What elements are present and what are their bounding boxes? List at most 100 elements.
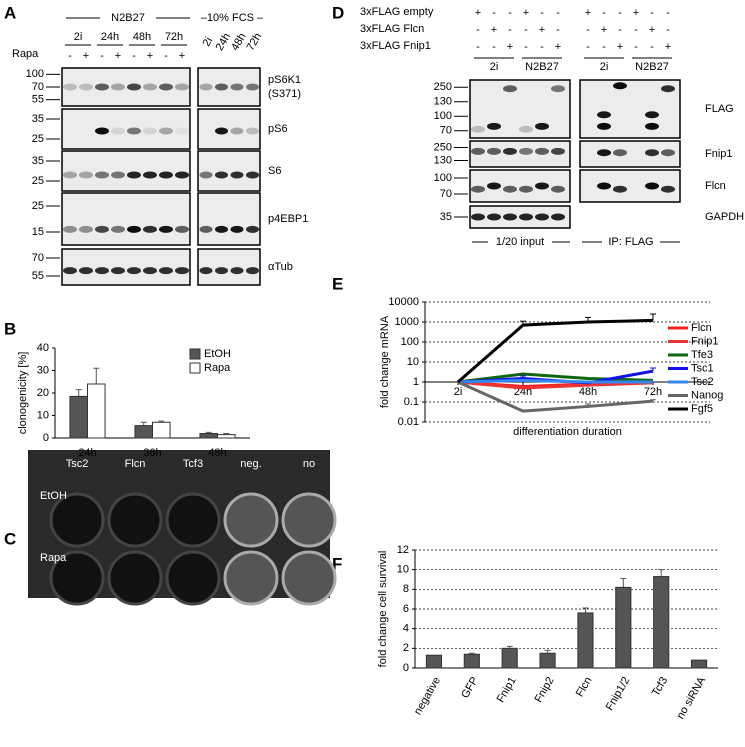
panel-label: C [4, 529, 16, 548]
band [503, 85, 517, 93]
y-tick-label: 12 [397, 544, 409, 556]
band [215, 225, 228, 233]
blot-label: S6 [268, 165, 281, 177]
legend-label: Flcn [691, 322, 712, 334]
sign: + [555, 41, 561, 53]
sign: - [100, 50, 104, 62]
blot-label: pS6K1 [268, 74, 301, 86]
band [79, 225, 93, 233]
construct: 3xFLAG Fnip1 [360, 40, 431, 52]
sign: - [524, 41, 528, 53]
well [223, 550, 279, 606]
timepoint: 24h [214, 31, 234, 53]
sign: + [83, 50, 89, 62]
band [503, 185, 517, 193]
row-label: Rapa [12, 48, 39, 60]
plate-column: Tcf3 [183, 458, 203, 470]
sign: - [476, 24, 480, 36]
band [661, 149, 675, 157]
group-label: N2B27 [111, 12, 145, 24]
band [535, 147, 549, 155]
y-tick-label: 4 [403, 623, 409, 635]
well [107, 550, 163, 606]
well [281, 492, 337, 548]
bar [69, 395, 88, 439]
sign: - [602, 41, 606, 53]
band [159, 127, 173, 135]
construct: 3xFLAG empty [360, 6, 434, 18]
band [551, 185, 565, 193]
y-tick-label: 10 [407, 356, 419, 368]
band [79, 83, 93, 91]
band [175, 127, 189, 135]
band [63, 83, 77, 91]
band [79, 267, 93, 275]
sign: - [164, 50, 168, 62]
bar [463, 653, 480, 669]
sign: - [634, 41, 638, 53]
band [519, 213, 533, 221]
blot-label: (S371) [268, 88, 301, 100]
band [215, 267, 228, 275]
band [503, 147, 517, 155]
mw-marker: 35 [32, 155, 44, 167]
x-tick-label: 36h [143, 447, 161, 459]
band [127, 267, 141, 275]
sign: - [666, 24, 670, 36]
band [645, 111, 659, 119]
mw-marker: 130 [434, 96, 452, 108]
band [519, 147, 533, 155]
blot-label: p4EBP1 [268, 213, 308, 225]
sign: - [556, 24, 560, 36]
sign: - [650, 7, 654, 19]
band [159, 225, 173, 233]
y-tick-label: 1000 [395, 316, 419, 328]
blot [61, 192, 191, 246]
blot [197, 108, 261, 150]
y-tick-label: 0.01 [398, 416, 419, 428]
band [159, 83, 173, 91]
well [165, 492, 221, 548]
band [471, 213, 485, 221]
band [230, 267, 244, 275]
band [487, 213, 501, 221]
y-axis-label: clonogenicity [%] [17, 352, 29, 435]
panel-label: F [332, 554, 342, 573]
sign: - [634, 24, 638, 36]
band [230, 171, 244, 179]
sign: + [491, 24, 497, 36]
sign: - [540, 7, 544, 19]
sign: - [618, 24, 622, 36]
mw-marker: 25 [32, 200, 44, 212]
y-tick-label: 30 [37, 364, 49, 376]
legend-label: EtOH [204, 348, 231, 360]
line [457, 380, 654, 390]
band [143, 267, 157, 275]
legend-swatch [189, 348, 201, 360]
bar [134, 425, 153, 439]
band [143, 171, 157, 179]
band [613, 185, 627, 193]
y-tick-label: 10 [37, 409, 49, 421]
y-tick-label: 6 [403, 603, 409, 615]
y-tick-label: 10 [397, 564, 409, 576]
band [246, 83, 259, 91]
line [457, 318, 654, 384]
blot-label: αTub [268, 261, 293, 273]
band [95, 127, 109, 135]
band [487, 122, 501, 130]
mw-marker: 130 [434, 154, 452, 166]
band [199, 83, 213, 91]
sign: - [476, 41, 480, 53]
band [661, 185, 675, 193]
bar [217, 434, 236, 439]
band [143, 225, 157, 233]
sign: + [633, 7, 639, 19]
band [661, 85, 675, 93]
band [127, 83, 141, 91]
sign: + [601, 24, 607, 36]
band [215, 127, 228, 135]
timepoint: 48h [133, 31, 151, 43]
band [246, 225, 259, 233]
sign: + [523, 7, 529, 19]
